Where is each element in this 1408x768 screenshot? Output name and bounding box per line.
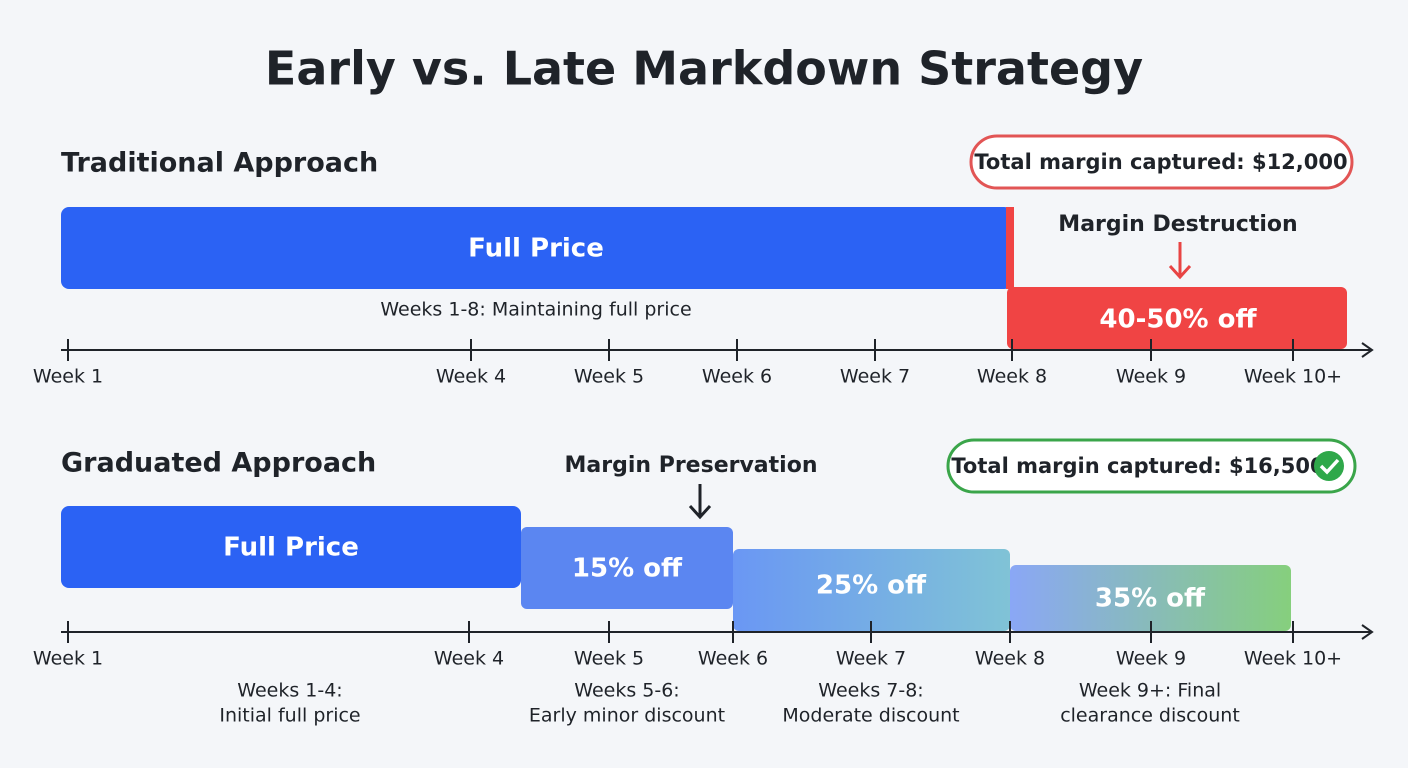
tick-label: Week 6 [702, 366, 772, 388]
section-heading: Graduated Approach [61, 448, 376, 479]
tick-label: Week 7 [836, 648, 906, 670]
tick-label: Week 4 [434, 648, 504, 670]
arrow [1168, 242, 1192, 280]
total-text: Total margin captured: $12,000 [974, 150, 1347, 174]
tick-label: Week 7 [840, 366, 910, 388]
bar [61, 506, 521, 588]
bar [1007, 287, 1347, 349]
bar-label: Full Price [468, 234, 604, 264]
bar-label: 25% off [816, 571, 927, 601]
tick-label: Week 8 [975, 648, 1045, 670]
note: clearance discount [1060, 705, 1240, 727]
bar [1010, 565, 1291, 631]
total-box [946, 438, 1357, 494]
axis: Week 1 Week 4 Week 5 Week 6 Week 7 Week 8 Week… [33, 621, 1374, 670]
bar-label: Full Price [223, 533, 359, 563]
tick-label: Week 9 [1116, 366, 1186, 388]
tick-label: Week 4 [436, 366, 506, 388]
total-text: Total margin captured: $16,500 [951, 454, 1324, 478]
tick-label: Week 1 [33, 648, 103, 670]
tick-label: Week 1 [33, 366, 103, 388]
note: Weeks 5-6: [574, 680, 679, 702]
tick-label: Week 6 [698, 648, 768, 670]
note: Moderate discount [782, 705, 959, 727]
axis-arrow [1361, 624, 1374, 640]
axis-arrow [1361, 342, 1374, 358]
check-icon [1314, 451, 1344, 481]
total-box [969, 134, 1354, 190]
note: Week 9+: Final [1079, 680, 1221, 702]
axis: Week 1 Week 4 Week 5 Week 6 Week 7 Week 8 Week… [33, 339, 1374, 388]
bar-edge [1006, 207, 1014, 289]
bar [733, 549, 1010, 631]
bar [521, 527, 733, 609]
bar-label: 35% off [1095, 584, 1206, 614]
note: Weeks 1-4: [237, 680, 342, 702]
note: Early minor discount [529, 705, 725, 727]
title: Early vs. Late Markdown Strategy [265, 42, 1143, 96]
callout: Margin Preservation [565, 453, 818, 478]
tick-label: Week 5 [574, 366, 644, 388]
note: Initial full price [219, 705, 360, 727]
tick-label: Week 8 [977, 366, 1047, 388]
tick-label: Week 10+ [1244, 648, 1342, 670]
notes: Weeks 1-4: Initial full price Weeks 5-6: Ea… [219, 680, 1239, 727]
check-mark [1319, 458, 1340, 475]
tick-label: Week 9 [1116, 648, 1186, 670]
bar-label: 15% off [572, 554, 683, 584]
bar [61, 207, 1012, 289]
callout: Margin Destruction [1058, 212, 1297, 237]
note: Weeks 7-8: [818, 680, 923, 702]
note: Weeks 1-8: Maintaining full price [380, 299, 691, 321]
tick-label: Week 5 [574, 648, 644, 670]
tick-label: Week 10+ [1244, 366, 1342, 388]
arrow [688, 484, 712, 520]
bar-label: 40-50% off [1099, 305, 1257, 335]
section-heading: Traditional Approach [61, 148, 378, 179]
